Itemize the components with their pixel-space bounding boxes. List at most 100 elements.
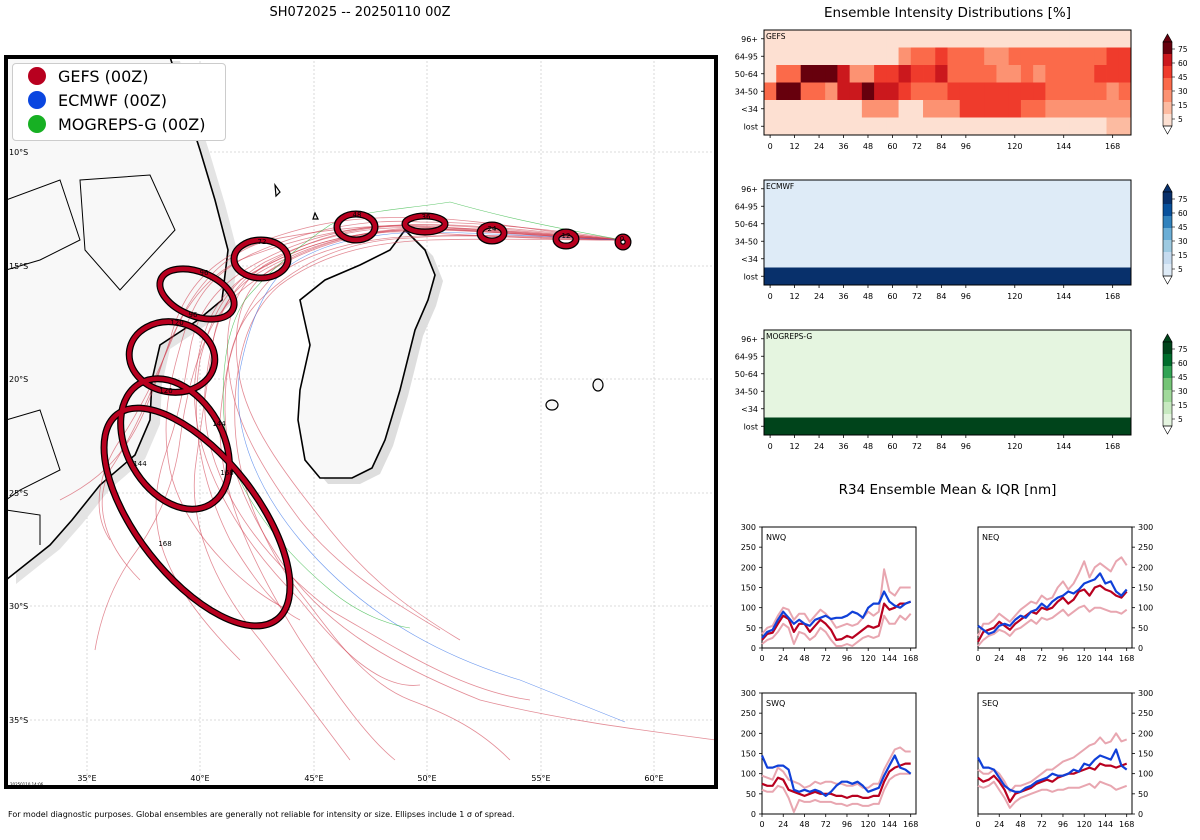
heatmap-cell <box>1082 47 1095 66</box>
heatmap-cell <box>812 47 826 66</box>
colorbar-tick-label: 30 <box>1178 87 1188 96</box>
heatmap-cell <box>1094 100 1107 118</box>
heatmap-cell <box>1118 30 1132 48</box>
heatmap-cell <box>825 117 838 136</box>
heatmap-cell <box>971 100 985 118</box>
heatmap-cell <box>898 47 912 66</box>
r34-ytick-label: 250 <box>1138 709 1153 718</box>
r34-series-gefs-iqr-low <box>977 604 1128 647</box>
lon-label: 60°E <box>644 774 663 783</box>
r34-ytick-label: 250 <box>741 709 756 718</box>
colorbar-tick-label: 45 <box>1178 73 1188 82</box>
ellipse-label: 36 <box>422 213 431 221</box>
heatmap-cell <box>886 47 899 66</box>
heatmap-cell <box>1057 65 1071 83</box>
colorbar-tick-label: 15 <box>1178 251 1188 260</box>
heatmap-cell <box>776 100 789 118</box>
heatmap-cell <box>812 30 826 48</box>
colorbar-tick-label: 75 <box>1178 345 1188 354</box>
heatmap-cell <box>1118 65 1132 83</box>
heatmap-cell <box>837 65 851 83</box>
r34-ytick-label: 300 <box>1138 689 1153 698</box>
heatmap-cell <box>1106 65 1120 83</box>
colorbar-segment <box>1163 228 1172 241</box>
heatmap-cell <box>825 30 838 48</box>
r34-ytick-label: 100 <box>1138 770 1153 779</box>
ellipse-label: 120 <box>170 319 183 327</box>
colorbar-mogreps-g: 75 60 45 30 15 5 <box>1162 333 1188 435</box>
heatmap-cell <box>861 82 875 101</box>
heatmap-cell <box>788 100 802 118</box>
heatmap-cell <box>1094 30 1107 48</box>
ellipse-label: 72 <box>258 238 267 246</box>
heatmap-xtick-label: 72 <box>912 442 922 451</box>
r34-xtick-label: 72 <box>1037 820 1047 829</box>
colorbar-segment <box>1163 366 1172 379</box>
heatmap-xtick-label: 96 <box>961 442 971 451</box>
heatmap-cell <box>959 82 973 101</box>
r34-xtick-label: 168 <box>1119 820 1134 829</box>
heatmap-cell <box>825 65 838 83</box>
heatmap-cell <box>776 30 789 48</box>
heatmap-xtick-label: 60 <box>887 142 897 151</box>
colorbar-tick-label: 30 <box>1178 237 1188 246</box>
heatmap-cell <box>1094 65 1107 83</box>
heatmap-cell <box>971 117 985 136</box>
r34-xtick-label: 96 <box>842 820 852 829</box>
heatmap-cell <box>1118 117 1132 136</box>
r34-xtick-label: 24 <box>778 654 788 663</box>
heatmap-cell <box>800 117 814 136</box>
r34-ytick-label: 200 <box>741 563 756 572</box>
heatmap-cell <box>812 117 826 136</box>
colorbar-tick-label: 5 <box>1178 415 1183 424</box>
heatmap-cell <box>1118 82 1132 101</box>
r34-series-ecmwf-mean <box>977 572 1128 635</box>
r34-panel-swq: SWQ 300 250 200 150 100 50 00 24 48 72 96 120 144 168 <box>741 689 919 829</box>
colorbar-segment <box>1163 414 1172 427</box>
heatmap-cell <box>1069 117 1083 136</box>
r34-ytick-label: 150 <box>1138 750 1153 759</box>
heatmap-cell <box>1082 117 1095 136</box>
r34-series-gefs-iqr-high <box>977 556 1128 637</box>
heatmap-panel-label: MOGREPS-G <box>766 332 812 341</box>
r34-xtick-label: 144 <box>882 654 897 663</box>
heatmap-cell <box>764 47 777 66</box>
colorbar-segment <box>1163 252 1172 265</box>
gefs-dot-icon <box>28 67 46 85</box>
track-map: 0 12 24 36 48 72 96 96 120 120 144 144 1… <box>4 55 718 789</box>
lat-labels: 10°S 15°S 20°S 25°S 30°S 35°S <box>9 148 28 725</box>
ellipse-label: 96 <box>200 269 209 277</box>
r34-series-gefs-mean <box>977 762 1128 803</box>
heatmap-cell <box>1008 100 1022 118</box>
colorbar-segment <box>1163 90 1172 103</box>
heatmap-cell <box>1106 30 1120 48</box>
heatmap-xtick-label: 60 <box>887 292 897 301</box>
lon-label: 35°E <box>77 774 96 783</box>
heatmap-cell <box>1045 82 1058 101</box>
heatmap-cell <box>996 47 1010 66</box>
r34-ytick-label: 150 <box>741 750 756 759</box>
heatmap-cell <box>1033 82 1046 101</box>
lon-labels: 35°E 40°E 45°E 50°E 55°E 60°E <box>77 774 663 783</box>
r34-ytick-label: 300 <box>1138 523 1153 532</box>
colorbar-frame <box>1162 41 1173 127</box>
r34-xtick-label: 0 <box>975 654 980 663</box>
lat-label: 30°S <box>9 602 28 611</box>
heatmap-panel-gefs: GEFS 96+ 64-95 50-64 34-50 <34 lost 0 12 24 36 48 60… <box>735 29 1188 151</box>
heatmap-cell <box>971 47 985 66</box>
r34-xtick-label: 96 <box>1058 820 1068 829</box>
heatmap-cell <box>1106 47 1120 66</box>
r34-ytick-label: 200 <box>1138 729 1153 738</box>
heatmap-cell <box>812 100 826 118</box>
heatmap-cell <box>910 100 924 118</box>
r34-ytick-label: 250 <box>741 543 756 552</box>
heatmap-frame <box>763 29 1132 136</box>
map-legend: GEFS (00Z) ECMWF (00Z) MOGREPS-G (00Z) <box>12 63 226 141</box>
heatmap-cell <box>886 65 899 83</box>
heatmap-cell <box>923 82 936 101</box>
colorbar-tick-label: 60 <box>1178 359 1188 368</box>
r34-ytick-label: 50 <box>746 624 756 633</box>
heatmap-xtick-label: 84 <box>936 142 946 151</box>
heatmap-cell <box>788 117 802 136</box>
ellipse-label: 48 <box>353 211 362 219</box>
